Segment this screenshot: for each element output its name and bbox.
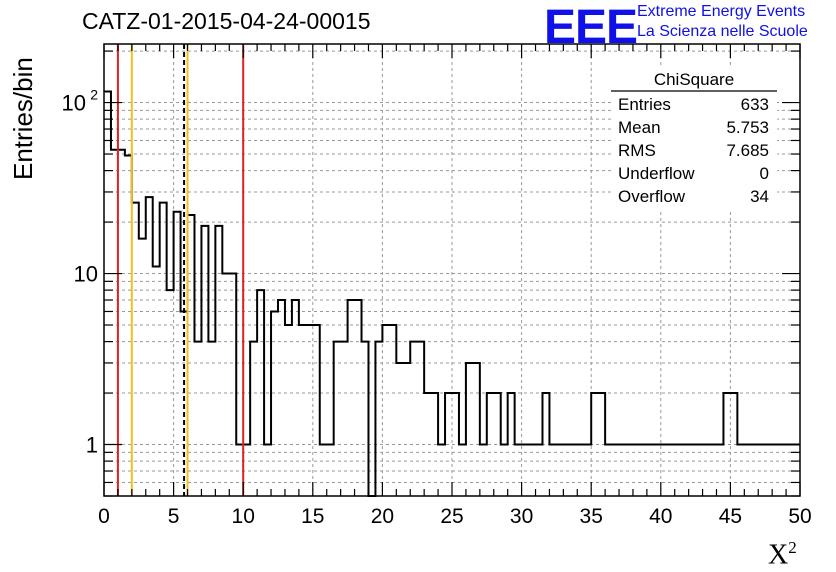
brand-line-2: La Scienza nelle Scuole (637, 23, 808, 40)
histogram-series (104, 90, 800, 497)
x-tick-label: 35 (580, 505, 603, 528)
x-tick-label: 10 (232, 505, 255, 528)
stats-row-label: Mean (618, 118, 661, 137)
x-axis-label: X2 (768, 538, 797, 571)
stats-row-label: Underflow (618, 164, 695, 183)
stats-row-label: Overflow (618, 187, 686, 206)
y-tick-label: 10 (62, 91, 86, 116)
brand-line-1: Extreme Energy Events (637, 3, 806, 20)
x-tick-label: 5 (168, 505, 180, 528)
stats-row-value: 633 (741, 95, 769, 114)
x-tick-label: 15 (301, 505, 324, 528)
y-tick-label: 1 (86, 433, 98, 458)
stats-row-value: 7.685 (726, 141, 769, 160)
x-tick-label: 25 (440, 505, 463, 528)
y-tick-label-sup: 2 (90, 87, 98, 103)
x-tick-label: 20 (371, 505, 394, 528)
x-axis-label-base: X (768, 539, 789, 571)
x-tick-label: 30 (510, 505, 533, 528)
y-tick-label: 10 (74, 262, 98, 287)
stats-row-label: Entries (618, 95, 671, 114)
stats-row-label: RMS (618, 141, 656, 160)
x-tick-label: 45 (719, 505, 742, 528)
stats-row-value: 5.753 (726, 118, 769, 137)
stats-box (611, 65, 777, 210)
x-axis-label-sup: 2 (788, 538, 797, 557)
x-tick-label: 0 (98, 505, 110, 528)
x-tick-label: 50 (788, 505, 811, 528)
x-tick-label: 40 (649, 505, 672, 528)
stats-row-value: 0 (760, 164, 769, 183)
chart-title: CATZ-01-2015-04-24-00015 (82, 8, 371, 34)
stats-box-title: ChiSquare (654, 70, 734, 89)
stats-row-value: 34 (750, 187, 769, 206)
